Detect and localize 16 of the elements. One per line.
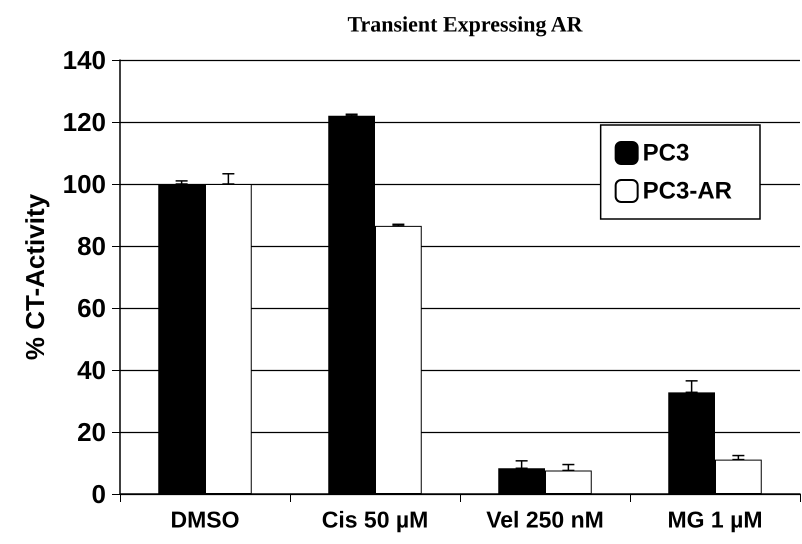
chart-title: Transient Expressing AR [347, 12, 584, 36]
y-tick-label: 120 [62, 107, 106, 137]
y-tick-label: 60 [77, 293, 106, 323]
legend-label: PC3 [642, 140, 690, 166]
y-tick-label: 40 [77, 355, 106, 385]
y-tick-label: 100 [62, 169, 106, 199]
legend-label: PC3-AR [642, 178, 732, 204]
x-tick-label: MG 1 µM [667, 506, 763, 532]
x-tick-label: DMSO [170, 506, 240, 532]
x-tick-label: Cis 50 µM [322, 506, 428, 532]
y-axis-title: % CT-Activity [20, 193, 50, 360]
y-tick-label: 20 [77, 417, 106, 447]
y-tick-label: 0 [92, 479, 106, 509]
y-tick-label: 80 [77, 231, 106, 261]
x-tick-label: Vel 250 nM [486, 506, 604, 532]
y-tick-label: 140 [62, 45, 106, 75]
